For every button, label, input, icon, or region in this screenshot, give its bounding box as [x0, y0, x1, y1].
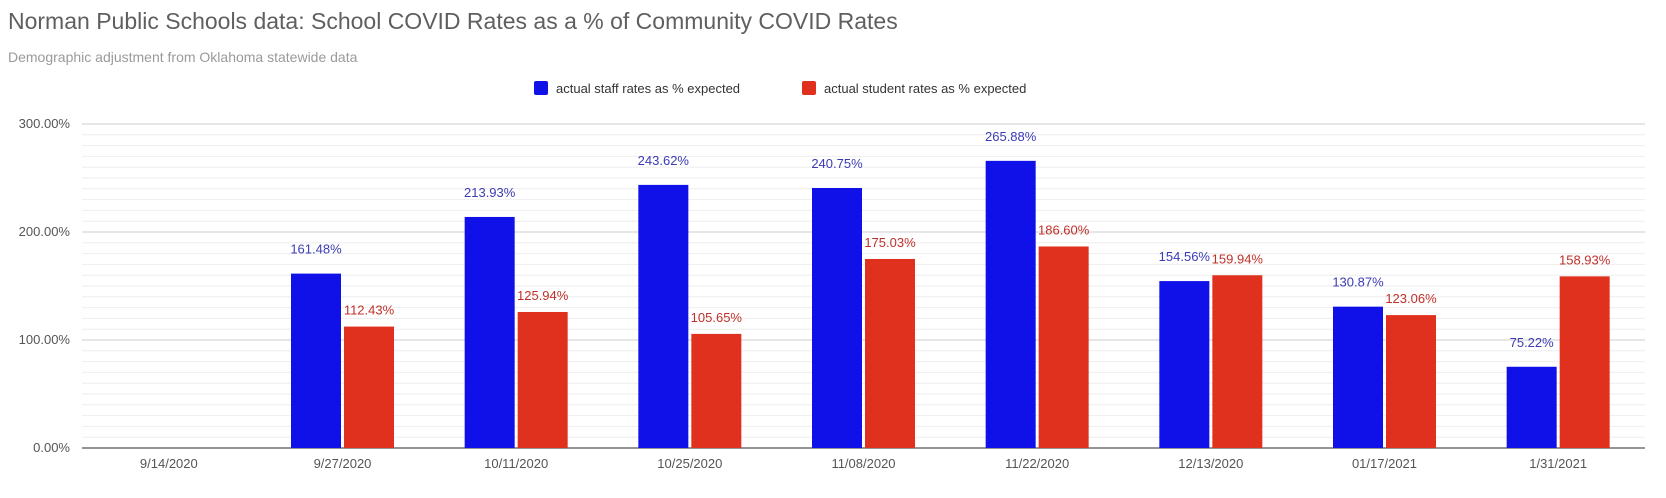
student-bar: [1559, 276, 1610, 448]
staff-data-label: 75.22%: [1510, 335, 1555, 350]
staff-data-label: 213.93%: [464, 185, 516, 200]
chart-title: Norman Public Schools data: School COVID…: [8, 8, 898, 34]
legend-swatch-student: [802, 81, 816, 95]
x-tick-label: 10/25/2020: [657, 456, 722, 471]
x-tick-label: 10/11/2020: [484, 456, 548, 471]
student-bar: [1386, 315, 1436, 448]
legend-label-staff: actual staff rates as % expected: [556, 81, 740, 96]
x-tick-label: 11/08/2020: [831, 456, 895, 471]
x-tick-label: 11/22/2020: [1005, 456, 1069, 471]
y-tick-label: 200.00%: [19, 224, 71, 239]
student-bar: [344, 326, 394, 448]
y-tick-label: 300.00%: [19, 116, 71, 131]
legend-swatch-staff: [534, 81, 548, 95]
staff-bar: [638, 184, 689, 449]
x-tick-label: 9/27/2020: [314, 456, 372, 471]
legend: actual staff rates as % expected actual s…: [534, 81, 1026, 96]
staff-data-label: 243.62%: [638, 153, 690, 168]
bars: [291, 160, 1610, 449]
student-bar: [865, 258, 915, 448]
student-data-label: 158.93%: [1559, 252, 1611, 267]
legend-label-student: actual student rates as % expected: [824, 81, 1026, 96]
student-data-label: 123.06%: [1385, 291, 1437, 306]
data-labels: 161.48% 112.43% 213.93% 125.94% 243.62% 105.6…: [290, 129, 1610, 350]
grid-lines: [82, 123, 1645, 449]
staff-data-label: 154.56%: [1159, 249, 1211, 264]
x-tick-label: 01/17/2021: [1352, 456, 1417, 471]
student-data-label: 186.60%: [1038, 222, 1090, 237]
staff-data-label: 265.88%: [985, 129, 1037, 144]
chart-subtitle: Demographic adjustment from Oklahoma sta…: [8, 49, 358, 65]
y-axis: 0.00% 100.00% 200.00% 300.00%: [19, 116, 71, 455]
student-bar: [517, 311, 568, 448]
staff-bar: [1159, 281, 1210, 448]
staff-bar: [1333, 306, 1383, 448]
staff-bar: [464, 216, 515, 448]
staff-bar: [291, 273, 341, 448]
staff-data-label: 240.75%: [811, 156, 863, 171]
student-data-label: 125.94%: [517, 288, 569, 303]
x-tick-label: 12/13/2020: [1178, 456, 1243, 471]
student-bar: [691, 333, 742, 448]
y-tick-label: 0.00%: [33, 440, 70, 455]
staff-data-label: 130.87%: [1332, 275, 1384, 290]
staff-bar: [812, 187, 862, 449]
student-data-label: 105.65%: [691, 310, 743, 325]
student-data-label: 112.43%: [344, 303, 395, 318]
student-bar: [1038, 246, 1089, 448]
staff-data-label: 161.48%: [290, 242, 342, 257]
x-axis: 9/14/2020 9/27/2020 10/11/2020 10/25/2020 11…: [140, 456, 1587, 471]
staff-bar: [1506, 366, 1557, 448]
student-data-label: 175.03%: [864, 235, 916, 250]
student-bar: [1212, 275, 1263, 448]
student-data-label: 159.94%: [1212, 251, 1264, 266]
x-tick-label: 1/31/2021: [1529, 456, 1587, 471]
y-tick-label: 100.00%: [19, 332, 71, 347]
x-tick-label: 9/14/2020: [140, 456, 198, 471]
staff-bar: [985, 160, 1036, 448]
